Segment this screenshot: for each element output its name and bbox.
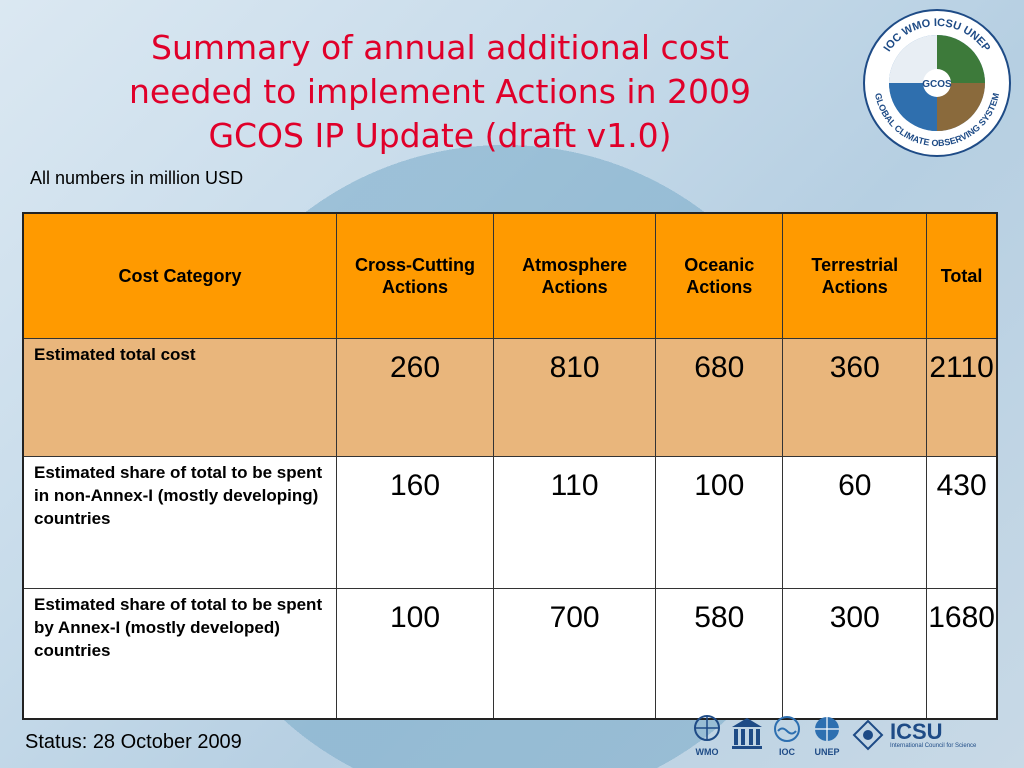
- status-date: Status: 28 October 2009: [25, 731, 242, 753]
- cell-value: 300: [782, 588, 928, 720]
- partner-logos: WMO IOC UNEP ICSU Internati: [690, 708, 1016, 762]
- logo-center-text: GCOS: [922, 79, 952, 90]
- icsu-symbol-icon: [852, 719, 884, 751]
- cell-value: 360: [782, 338, 928, 457]
- ioc-logo: IOC: [770, 713, 804, 757]
- cell-value: 680: [655, 338, 784, 457]
- icsu-subtitle: International Council for Science: [890, 743, 977, 749]
- slide-title: Summary of annual additional cost needed…: [40, 26, 840, 158]
- title-line-3: GCOS IP Update (draft v1.0): [208, 116, 672, 155]
- cell-value: 700: [493, 588, 657, 720]
- cell-value: 810: [493, 338, 657, 457]
- icsu-logo: ICSU International Council for Science: [850, 717, 976, 753]
- header-total: Total: [926, 212, 998, 339]
- cell-value: 100: [335, 588, 495, 720]
- row-label: Estimated total cost: [22, 338, 337, 457]
- header-oceanic: Oceanic Actions: [655, 212, 784, 339]
- row-label: Estimated share of total to be spent in …: [22, 456, 337, 589]
- table-header-row: Cost Category Cross-Cutting Actions Atmo…: [22, 212, 998, 339]
- unep-globe-icon: [815, 717, 839, 741]
- ioc-wave-icon: [774, 716, 800, 742]
- gcos-logo: GCOS IOC WMO ICSU UNEP GLOBAL CLIMATE OB…: [862, 8, 1012, 158]
- unesco-temple-icon: [732, 718, 762, 749]
- cell-value: 580: [655, 588, 784, 720]
- cost-summary-table: Cost Category Cross-Cutting Actions Atmo…: [22, 212, 998, 720]
- icsu-label: ICSU: [890, 719, 943, 744]
- table-row: Estimated share of total to be spent in …: [22, 456, 998, 589]
- cell-value: 160: [335, 456, 495, 589]
- wmo-logo: WMO: [690, 713, 724, 757]
- unep-label: UNEP: [814, 747, 840, 757]
- title-line-2: needed to implement Actions in 2009: [129, 72, 751, 111]
- cell-value: 60: [782, 456, 928, 589]
- wmo-emblem-icon: [694, 715, 720, 741]
- title-line-1: Summary of annual additional cost: [151, 28, 729, 67]
- cell-value: 100: [655, 456, 784, 589]
- cell-value: 110: [493, 456, 657, 589]
- cell-value: 1680: [926, 588, 998, 720]
- unep-logo: UNEP: [810, 713, 844, 757]
- table-row: Estimated total cost 260 810 680 360 211…: [22, 338, 998, 457]
- unesco-logo: [730, 715, 764, 755]
- header-cross-cutting: Cross-Cutting Actions: [335, 212, 495, 339]
- cell-value: 2110: [926, 338, 998, 457]
- table-row: Estimated share of total to be spent by …: [22, 588, 998, 720]
- header-atmosphere: Atmosphere Actions: [493, 212, 657, 339]
- units-note: All numbers in million USD: [30, 168, 244, 188]
- ioc-label: IOC: [778, 747, 795, 757]
- cell-value: 260: [335, 338, 495, 457]
- wmo-label: WMO: [695, 747, 719, 757]
- header-terrestrial: Terrestrial Actions: [782, 212, 928, 339]
- header-cost-category: Cost Category: [22, 212, 337, 339]
- cell-value: 430: [926, 456, 998, 589]
- row-label: Estimated share of total to be spent by …: [22, 588, 337, 720]
